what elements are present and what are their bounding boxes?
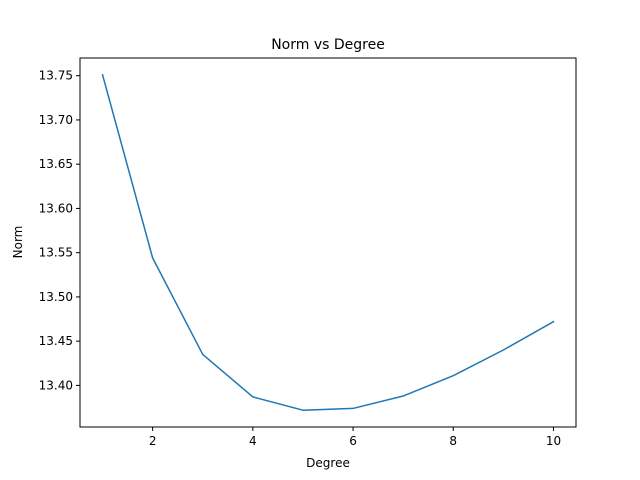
y-axis-label: Norm: [11, 226, 25, 259]
y-tick-label: 13.50: [39, 290, 73, 304]
y-tick-label: 13.70: [39, 113, 73, 127]
x-tick-label: 6: [349, 434, 357, 448]
y-tick-label: 13.45: [39, 334, 73, 348]
y-tick-label: 13.60: [39, 201, 73, 215]
x-tick-label: 4: [249, 434, 257, 448]
y-tick-label: 13.40: [39, 378, 73, 392]
x-tick-label: 10: [546, 434, 561, 448]
series-layer: [101, 73, 555, 411]
plot-area: [80, 58, 576, 427]
plot-frame: [79, 57, 577, 428]
x-tick-label: 2: [149, 434, 157, 448]
y-tick-label: 13.65: [39, 157, 73, 171]
series-line: [101, 73, 555, 411]
x-axis-ticks: 2 4 6 8 10: [149, 427, 561, 448]
x-axis-label: Degree: [306, 456, 350, 470]
x-tick-label: 8: [449, 434, 457, 448]
y-axis-ticks: 13.40 13.45 13.50 13.55 13.60 13.65 13.70 13.75: [39, 69, 80, 392]
y-tick-label: 13.75: [39, 69, 73, 83]
chart-title: Norm vs Degree: [271, 37, 385, 53]
y-tick-label: 13.55: [39, 246, 73, 260]
